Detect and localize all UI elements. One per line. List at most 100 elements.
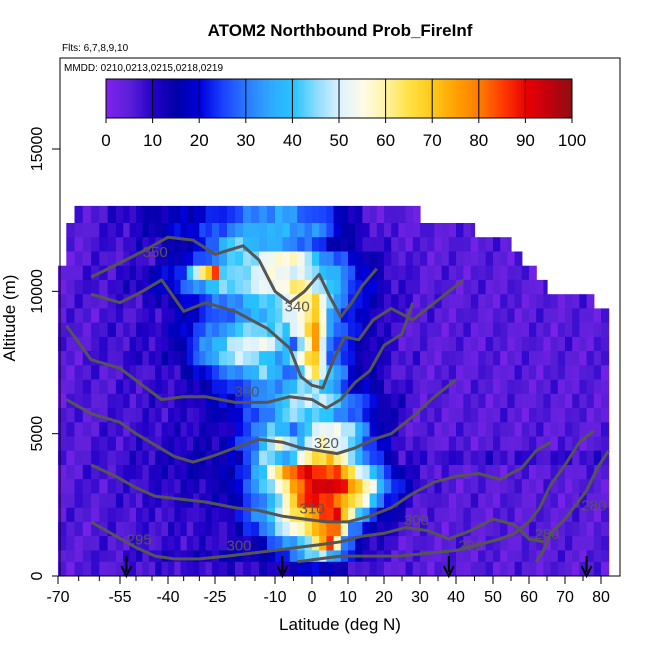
heatmap-cell xyxy=(463,507,472,523)
colorbar-swatch xyxy=(203,79,207,118)
heatmap-cell xyxy=(521,493,530,508)
heatmap-cell xyxy=(99,561,109,577)
heatmap-cell xyxy=(123,322,131,338)
heatmap-cell xyxy=(376,507,385,523)
heatmap-cell xyxy=(579,322,588,338)
heatmap-cell xyxy=(58,507,67,523)
heatmap-cell xyxy=(91,561,100,577)
heatmap-cell xyxy=(369,205,378,224)
heatmap-cell xyxy=(193,294,200,309)
heatmap-cell xyxy=(420,379,428,395)
colorbar-swatch xyxy=(248,79,251,118)
heatmap-cell xyxy=(91,279,100,295)
heatmap-cell xyxy=(129,351,137,366)
heatmap-cell xyxy=(243,322,252,338)
heatmap-cell xyxy=(529,322,537,338)
colorbar-swatch xyxy=(283,79,286,118)
colorbar-tick-label: 40 xyxy=(283,131,302,150)
heatmap-cell xyxy=(529,465,537,480)
heatmap-cell xyxy=(500,479,508,494)
heatmap-cell xyxy=(161,393,169,409)
heatmap-cell xyxy=(521,265,530,281)
heatmap-cell xyxy=(427,493,435,508)
heatmap-cell xyxy=(129,336,137,352)
heatmap-cell xyxy=(593,493,602,508)
heatmap-cell xyxy=(485,408,494,423)
heatmap-cell xyxy=(456,521,464,537)
theta-contour-label: 295 xyxy=(127,532,152,549)
heatmap-cell xyxy=(304,536,313,551)
heatmap-cell xyxy=(136,294,143,309)
heatmap-cell xyxy=(412,351,421,366)
heatmap-cell xyxy=(434,465,443,480)
heatmap-cell xyxy=(326,422,335,437)
heatmap-cell xyxy=(470,279,479,295)
heatmap-cell xyxy=(514,322,523,338)
plot-frame xyxy=(59,57,621,577)
colorbar-swatch xyxy=(215,79,219,118)
colorbar-swatch xyxy=(220,79,223,118)
heatmap-cell xyxy=(572,422,580,437)
heatmap-cell xyxy=(456,408,464,423)
heatmap-cell xyxy=(485,479,494,494)
heatmap-cell xyxy=(282,550,291,563)
heatmap-cell xyxy=(500,237,508,252)
colorbar-swatch xyxy=(318,79,321,118)
heatmap-cell xyxy=(376,536,385,551)
heatmap-cell xyxy=(275,237,283,252)
heatmap-cell xyxy=(267,223,276,238)
heatmap-cell xyxy=(376,223,385,238)
heatmap-cell xyxy=(441,450,450,466)
heatmap-cell xyxy=(107,393,117,409)
colorbar-swatch xyxy=(332,79,335,118)
heatmap-cell xyxy=(66,294,76,309)
colorbar-swatch xyxy=(150,79,154,118)
heatmap-cell xyxy=(235,493,244,508)
heatmap-cell xyxy=(227,450,236,466)
heatmap-cell xyxy=(155,279,163,295)
heatmap-cell xyxy=(161,294,169,309)
heatmap-cell xyxy=(340,465,349,480)
heatmap-cell xyxy=(434,521,443,537)
theta-contour-line xyxy=(90,235,378,319)
heatmap-cell xyxy=(398,237,407,252)
heatmap-cell xyxy=(161,308,169,323)
heatmap-cell xyxy=(348,223,356,238)
heatmap-cell xyxy=(557,536,566,551)
heatmap-cell xyxy=(227,237,236,252)
heatmap-cell xyxy=(355,408,363,423)
heatmap-cell xyxy=(493,550,501,563)
heatmap-cell xyxy=(243,536,252,551)
heatmap-cell xyxy=(434,365,443,380)
heatmap-cell xyxy=(579,294,588,309)
heatmap-cell xyxy=(355,279,363,295)
heatmap-cell xyxy=(412,561,421,577)
heatmap-cell xyxy=(456,308,464,323)
heatmap-cell xyxy=(369,336,378,352)
colorbar-swatch xyxy=(485,79,489,118)
heatmap-cell xyxy=(478,265,487,281)
heatmap-cell xyxy=(304,408,313,423)
heatmap-cell xyxy=(507,279,516,295)
heatmap-cell xyxy=(521,450,530,466)
heatmap-cell xyxy=(369,308,378,323)
heatmap-cell xyxy=(448,223,457,238)
heatmap-cell xyxy=(550,322,559,338)
heatmap-cell xyxy=(572,550,580,563)
heatmap-cell xyxy=(304,493,313,508)
heatmap-cell xyxy=(312,279,320,295)
heatmap-cell xyxy=(205,536,213,551)
heatmap-cell xyxy=(391,536,399,551)
heatmap-cell xyxy=(427,379,435,395)
heatmap-cell xyxy=(58,379,67,395)
colorbar-swatch xyxy=(213,79,217,118)
heatmap-cell xyxy=(66,507,76,523)
colorbar-swatch xyxy=(108,79,112,118)
heatmap-cell xyxy=(155,251,163,267)
heatmap-cell xyxy=(312,308,320,323)
colorbar-swatch xyxy=(345,79,349,118)
colorbar-swatch xyxy=(562,79,566,118)
heatmap-cell xyxy=(168,336,175,352)
heatmap-cell xyxy=(579,408,588,423)
heatmap-cell xyxy=(369,223,378,238)
